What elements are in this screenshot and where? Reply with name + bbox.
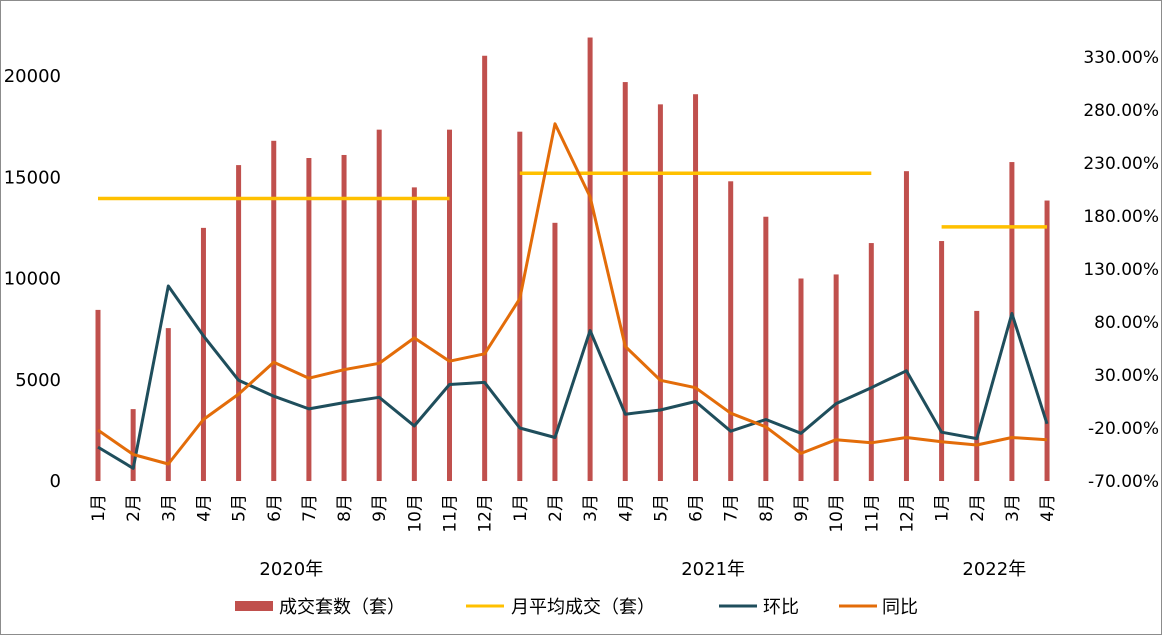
bar <box>130 409 136 481</box>
month-label: 1月 <box>89 494 109 522</box>
bar <box>657 104 663 481</box>
month-label: 6月 <box>265 494 285 522</box>
bar <box>693 94 699 481</box>
bar <box>306 158 312 481</box>
bar <box>165 328 171 481</box>
month-label: 4月 <box>194 494 214 522</box>
bar <box>517 131 523 481</box>
month-label: 10月 <box>405 494 425 533</box>
legend: 成交套数（套） 月平均成交（套） 环比 同比 <box>235 597 918 618</box>
month-label: 8月 <box>335 494 355 522</box>
month-label: 6月 <box>687 494 707 522</box>
bar <box>95 309 101 481</box>
month-label: 3月 <box>581 494 601 522</box>
bar <box>1009 162 1015 481</box>
month-label: 7月 <box>300 494 320 522</box>
month-label: 9月 <box>370 494 390 522</box>
month-label: 5月 <box>230 494 250 522</box>
bar <box>200 227 206 481</box>
bar <box>903 171 909 482</box>
left-tick-label: 15000 <box>4 167 61 188</box>
bar <box>939 241 945 481</box>
left-tick-label: 0 <box>50 471 61 492</box>
year-label: 2021年 <box>681 559 745 580</box>
legend-label: 月平均成交（套） <box>511 597 655 618</box>
month-label: 1月 <box>511 494 531 522</box>
right-axis-ticks: -70.00% -20.00% 30.00% 80.00% 130.00% 180.00%… <box>1083 48 1159 492</box>
right-tick-label: 280.00% <box>1083 101 1159 121</box>
month-label: 9月 <box>792 494 812 522</box>
month-label: 8月 <box>757 494 777 522</box>
bar <box>622 82 628 481</box>
right-tick-label: 130.00% <box>1083 260 1159 280</box>
right-tick-label: 230.00% <box>1083 154 1159 174</box>
month-label: 7月 <box>722 494 742 522</box>
bar <box>376 129 382 481</box>
line-环比 <box>97 284 1049 470</box>
bar <box>833 274 839 481</box>
right-tick-label: -70.00% <box>1088 472 1159 492</box>
legend-label: 成交套数（套） <box>279 597 405 618</box>
month-label: 2月 <box>968 494 988 522</box>
legend-label: 同比 <box>882 597 918 618</box>
month-label: 4月 <box>616 494 636 522</box>
month-label: 2月 <box>124 494 144 522</box>
month-label: 11月 <box>862 494 882 533</box>
bar <box>763 216 769 482</box>
x-axis-year-labels: 2020年 2021年 2022年 <box>259 559 1026 580</box>
month-label: 12月 <box>476 494 496 533</box>
month-label: 3月 <box>159 494 179 522</box>
bar <box>341 154 347 481</box>
year-label: 2022年 <box>962 559 1026 580</box>
left-tick-label: 20000 <box>4 66 61 87</box>
right-tick-label: 30.00% <box>1094 366 1159 386</box>
bar <box>271 140 277 482</box>
bar <box>868 243 874 481</box>
month-label: 5月 <box>651 494 671 522</box>
month-label: 3月 <box>1003 494 1023 522</box>
bar <box>798 278 804 481</box>
bar <box>728 181 734 482</box>
bar <box>482 55 488 481</box>
month-label: 4月 <box>1038 494 1058 522</box>
month-label: 1月 <box>933 494 953 522</box>
month-label: 11月 <box>441 494 461 533</box>
month-label: 10月 <box>827 494 847 533</box>
legend-label: 环比 <box>763 597 799 618</box>
bar <box>552 222 558 481</box>
bar <box>447 129 452 481</box>
month-label: 2月 <box>546 494 566 522</box>
line-series <box>97 122 1049 470</box>
year-label: 2020年 <box>259 559 323 580</box>
right-tick-label: 330.00% <box>1083 48 1159 68</box>
legend-swatch <box>235 601 273 611</box>
bar <box>1044 200 1050 481</box>
bar <box>236 165 242 481</box>
bar <box>411 187 417 481</box>
right-tick-label: -20.00% <box>1088 419 1159 439</box>
left-tick-label: 10000 <box>4 269 61 290</box>
left-tick-label: 5000 <box>15 370 61 391</box>
x-axis-month-labels: 1月 2月 3月 4月 5月 6月 7月 8月 9月 10月 11月 12月 1月 2月 3月 4月 5月 6月 7… <box>89 494 1058 533</box>
line-同比 <box>97 122 1048 466</box>
month-label: 12月 <box>897 494 917 533</box>
bar <box>587 37 593 482</box>
right-tick-label: 80.00% <box>1094 313 1159 333</box>
bar <box>974 310 980 481</box>
right-tick-label: 180.00% <box>1083 207 1159 227</box>
bar-series <box>95 37 1050 482</box>
left-axis-ticks: 0 5000 10000 15000 20000 <box>4 66 61 492</box>
